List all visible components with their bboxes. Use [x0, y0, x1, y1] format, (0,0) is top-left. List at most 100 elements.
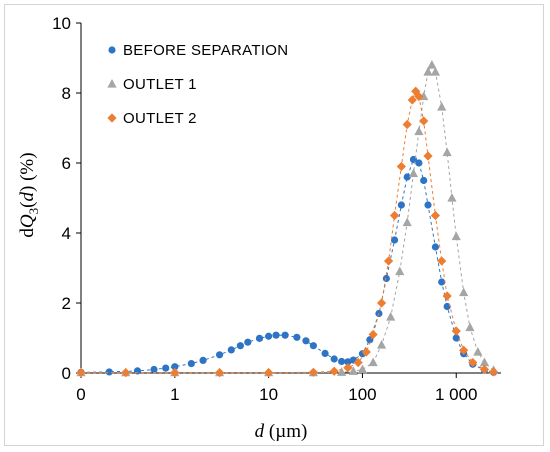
series-1-point [390, 236, 399, 244]
series-2-point [414, 126, 424, 136]
series-2-point [430, 67, 441, 76]
x-tick-label: 10 [259, 385, 278, 404]
series-3-point [308, 367, 318, 377]
series-3-point [430, 210, 441, 221]
series-3-point [407, 95, 417, 105]
series-2-point [459, 287, 469, 297]
series-1-point [397, 201, 405, 209]
series-2-point [479, 357, 490, 367]
series-2-point [395, 266, 405, 276]
legend-marker-1 [108, 46, 116, 54]
axes: 0 1 10 100 1 000 0 2 4 6 8 10 [52, 14, 501, 404]
series-2-point [442, 147, 452, 157]
series-1-line [80, 158, 494, 373]
x-tick-label: 0 [76, 385, 85, 404]
series-1-point [344, 358, 352, 366]
series-1-point [420, 176, 428, 185]
series-1-point [236, 342, 244, 350]
series-1-point [431, 243, 440, 251]
series-3-point [368, 329, 378, 340]
series-2-point [447, 193, 457, 202]
series-3-point [396, 161, 406, 172]
series-1-point [281, 331, 289, 339]
series-2-point [465, 322, 475, 332]
series-3-line [81, 90, 494, 374]
chart-marks [76, 60, 499, 378]
series-3-point [376, 298, 387, 308]
series-2-point [386, 312, 396, 321]
series-2-point [357, 364, 368, 374]
series-1-point [321, 349, 329, 357]
series-1-point [133, 367, 142, 375]
series-3-point [479, 364, 490, 375]
x-axis-label: d (µm) [255, 421, 308, 442]
series-1-point [302, 337, 310, 345]
series-3-point [423, 151, 433, 161]
series-2-point [427, 60, 437, 69]
series-2-point [408, 168, 419, 178]
y-tick-label: 2 [62, 294, 71, 313]
series-3 [76, 86, 499, 378]
legend-label-1: BEFORE SEPARATION [123, 42, 288, 59]
series-1-point [199, 356, 207, 364]
series-1-point [424, 201, 432, 209]
series-3-point [488, 367, 499, 377]
series-3-point [451, 326, 461, 336]
series-1-point [438, 278, 446, 286]
chart-svg: 0 1 10 100 1 000 0 2 4 6 8 10 BEFORE SEPARATION OUT… [17, 14, 501, 442]
series-1-point [227, 346, 235, 354]
series-3-point [414, 91, 424, 102]
series-1-point [309, 342, 317, 350]
series-1-point [255, 334, 264, 342]
series-3-point [442, 291, 452, 301]
x-tick-label: 1 [170, 385, 179, 404]
y-tick-label: 10 [52, 14, 71, 33]
series-1-point [244, 338, 252, 346]
series-3-point [459, 345, 469, 355]
x-tick-label: 1 000 [435, 385, 478, 404]
series-1-point [293, 333, 301, 341]
series-3-point [468, 357, 478, 368]
series-2-point [337, 367, 347, 376]
y-tick-label: 8 [62, 84, 71, 103]
y-tick-label: 4 [62, 224, 71, 243]
series-1-point [265, 332, 273, 340]
series-3-point [353, 357, 363, 368]
series-3-point [329, 366, 339, 376]
series-1-point [215, 351, 224, 359]
legend-marker-2 [107, 79, 117, 88]
legend: BEFORE SEPARATION OUTLET 1 OUTLET 2 [107, 42, 288, 127]
series-3-point [76, 368, 86, 378]
series-1 [77, 155, 498, 376]
x-tick-label: 100 [348, 385, 376, 404]
series-3-point [264, 368, 274, 378]
series-1-point [187, 359, 195, 368]
series-3-point [343, 363, 353, 373]
series-1-point [452, 334, 460, 342]
series-1-point [272, 331, 280, 339]
series-1-point [105, 368, 113, 376]
series-2-point [437, 102, 447, 111]
series-2-point [376, 340, 387, 349]
series-2-point [423, 67, 433, 76]
series-3-point [170, 368, 180, 378]
y-tick-label: 6 [62, 154, 71, 173]
chart-frame: 0 1 10 100 1 000 0 2 4 6 8 10 BEFORE SEPARATION OUT… [4, 4, 544, 446]
series-1-point [162, 364, 170, 372]
series-1-point [403, 173, 411, 181]
legend-label-3: OUTLET 2 [123, 110, 197, 127]
series-1-point [338, 357, 346, 366]
series-3-point [121, 368, 131, 378]
series-1-point [150, 365, 158, 374]
series-2-point [402, 217, 412, 227]
series-2-point [348, 366, 358, 375]
series-3-point [437, 256, 447, 266]
series-1-point [415, 159, 423, 167]
series-1-point [382, 274, 390, 283]
series-2-point [451, 231, 461, 241]
legend-marker-3 [107, 113, 117, 123]
series-3-point [214, 368, 225, 378]
series-3-point [419, 116, 429, 126]
series-2-point [473, 347, 483, 356]
series-1-point [330, 355, 338, 363]
